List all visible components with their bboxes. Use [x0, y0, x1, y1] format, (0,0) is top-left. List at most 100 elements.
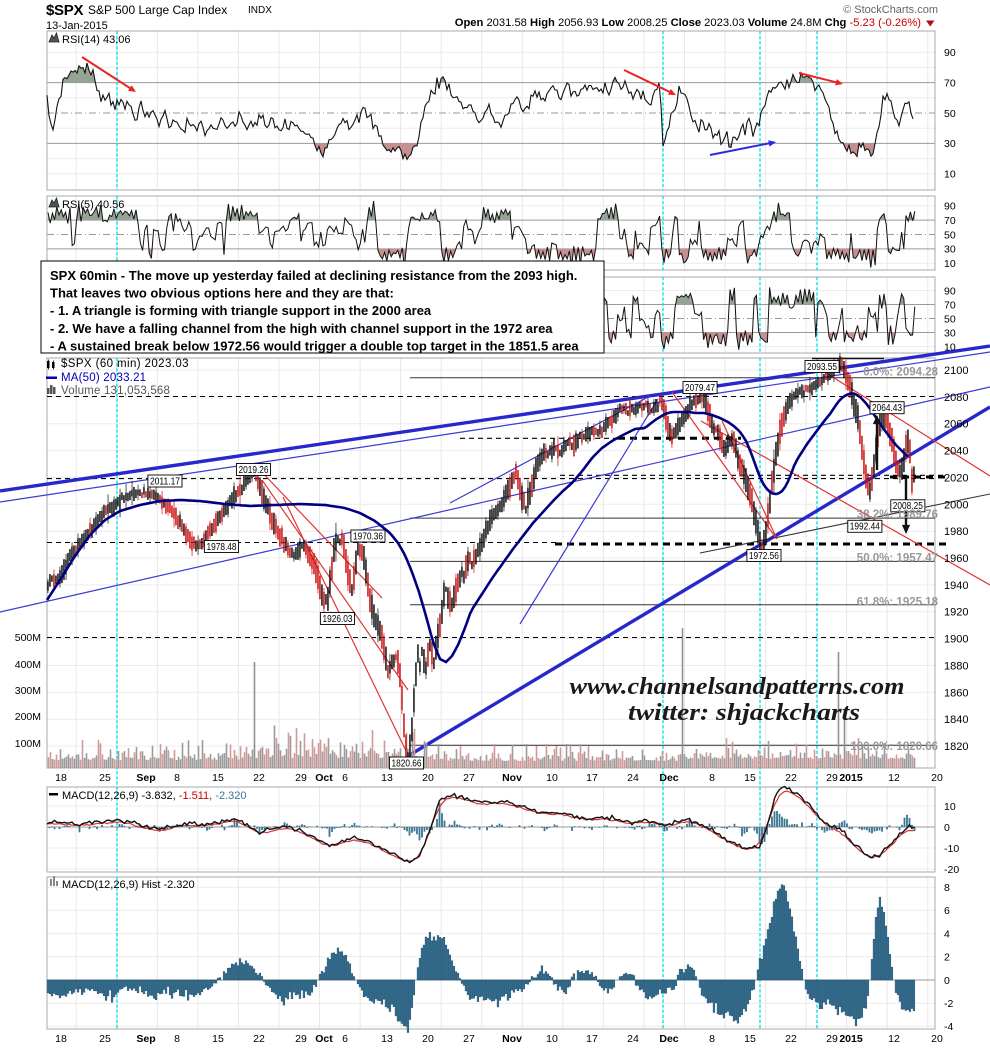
svg-text:- A sustained break below 1972: - A sustained break below 1972.56 would … — [50, 338, 579, 353]
svg-text:300M: 300M — [15, 685, 41, 697]
svg-text:Nov: Nov — [502, 1033, 522, 1045]
svg-text:13: 13 — [381, 1033, 393, 1045]
svg-text:1820: 1820 — [944, 741, 968, 753]
svg-text:1960: 1960 — [944, 553, 968, 565]
svg-text:25: 25 — [99, 1033, 111, 1045]
svg-text:-2: -2 — [944, 998, 953, 1010]
svg-text:22: 22 — [253, 772, 265, 784]
svg-text:1920: 1920 — [944, 607, 968, 619]
svg-text:1860: 1860 — [944, 687, 968, 699]
svg-text:8: 8 — [174, 772, 180, 784]
svg-text:1992.44: 1992.44 — [850, 522, 880, 533]
svg-text:$SPX: $SPX — [46, 2, 83, 19]
svg-text:Oct: Oct — [315, 772, 333, 784]
svg-text:70: 70 — [944, 77, 956, 89]
svg-text:1978.48: 1978.48 — [206, 542, 236, 553]
svg-text:2080: 2080 — [944, 392, 968, 404]
svg-text:© StockCharts.com: © StockCharts.com — [843, 4, 938, 16]
svg-text:10: 10 — [944, 169, 956, 181]
svg-text:27: 27 — [463, 1033, 475, 1045]
svg-text:17: 17 — [586, 1033, 598, 1045]
svg-text:30: 30 — [944, 244, 956, 256]
svg-text:12: 12 — [888, 772, 900, 784]
svg-text:500M: 500M — [15, 632, 41, 644]
svg-text:Nov: Nov — [502, 772, 522, 784]
svg-text:29: 29 — [826, 772, 838, 784]
svg-text:29: 29 — [295, 1033, 307, 1045]
svg-text:1840: 1840 — [944, 714, 968, 726]
svg-text:38.2%: 1989.76: 38.2%: 1989.76 — [857, 509, 938, 521]
svg-text:20: 20 — [422, 772, 434, 784]
svg-text:30: 30 — [944, 327, 956, 339]
svg-text:8: 8 — [174, 1033, 180, 1045]
svg-text:Oct: Oct — [315, 1033, 333, 1045]
svg-text:10: 10 — [944, 341, 956, 353]
svg-text:INDX: INDX — [248, 5, 272, 16]
svg-text:12: 12 — [888, 1033, 900, 1045]
svg-text:8: 8 — [944, 882, 950, 894]
svg-text:MA(50) 2033.21: MA(50) 2033.21 — [61, 372, 146, 384]
svg-text:8: 8 — [709, 1033, 715, 1045]
svg-text:6: 6 — [342, 772, 348, 784]
svg-text:15: 15 — [212, 772, 224, 784]
svg-text:MACD(12,26,9) -3.832, -1.511,: MACD(12,26,9) -3.832, -1.511, -2.320 — [62, 790, 247, 802]
svg-text:18: 18 — [55, 772, 67, 784]
svg-text:1970.36: 1970.36 — [353, 531, 383, 542]
svg-text:Dec: Dec — [659, 1033, 678, 1045]
svg-text:Sep: Sep — [136, 772, 155, 784]
svg-text:2040: 2040 — [944, 446, 968, 458]
svg-text:2064.43: 2064.43 — [872, 403, 902, 414]
svg-text:2079.47: 2079.47 — [685, 383, 715, 394]
svg-text:1926.03: 1926.03 — [322, 614, 352, 625]
svg-text:1972.56: 1972.56 — [749, 551, 779, 562]
svg-text:Open 2031.58 High 2056.93 Low: Open 2031.58 High 2056.93 Low 2008.25 Cl… — [455, 17, 922, 29]
svg-text:0: 0 — [944, 975, 950, 987]
svg-text:100M: 100M — [15, 738, 41, 750]
svg-text:4: 4 — [944, 928, 950, 940]
svg-text:SPX 60min - The move up yester: SPX 60min - The move up yesterday failed… — [50, 268, 577, 283]
svg-text:www.channelsandpatterns.com: www.channelsandpatterns.com — [570, 674, 905, 700]
svg-text:17: 17 — [586, 772, 598, 784]
svg-text:- 1. A triangle is forming wit: - 1. A triangle is forming with triangle… — [50, 303, 432, 318]
svg-text:-20: -20 — [944, 864, 959, 876]
svg-text:Sep: Sep — [136, 1033, 155, 1045]
svg-text:2093.55: 2093.55 — [807, 362, 837, 373]
svg-text:22: 22 — [253, 1033, 265, 1045]
svg-text:15: 15 — [212, 1033, 224, 1045]
svg-text:That leaves two obvious option: That leaves two obvious options here and… — [50, 286, 394, 301]
svg-text:50.0%: 1957.47: 50.0%: 1957.47 — [857, 553, 938, 565]
svg-text:0.0%: 2094.28: 0.0%: 2094.28 — [863, 366, 938, 378]
svg-text:1900: 1900 — [944, 634, 968, 646]
svg-text:15: 15 — [744, 1033, 756, 1045]
svg-text:70: 70 — [944, 299, 956, 311]
svg-text:27: 27 — [463, 772, 475, 784]
svg-text:24: 24 — [627, 1033, 639, 1045]
svg-text:13-Jan-2015: 13-Jan-2015 — [46, 20, 108, 32]
svg-text:2019.26: 2019.26 — [238, 465, 268, 476]
svg-text:1880: 1880 — [944, 660, 968, 672]
svg-text:22: 22 — [785, 1033, 797, 1045]
svg-text:22: 22 — [785, 772, 797, 784]
svg-text:RSI(5) 40.56: RSI(5) 40.56 — [62, 199, 124, 211]
svg-text:S&P 500 Large Cap Index: S&P 500 Large Cap Index — [88, 3, 227, 17]
svg-text:30: 30 — [944, 138, 956, 150]
svg-text:Dec: Dec — [659, 772, 678, 784]
svg-text:90: 90 — [944, 201, 956, 213]
svg-text:0: 0 — [944, 822, 950, 834]
svg-text:61.8%: 1925.18: 61.8%: 1925.18 — [857, 597, 939, 609]
svg-text:6: 6 — [944, 905, 950, 917]
svg-text:200M: 200M — [15, 711, 41, 723]
svg-text:10: 10 — [944, 801, 956, 813]
svg-text:Volume 131,053,568: Volume 131,053,568 — [61, 385, 170, 397]
svg-text:2008.25: 2008.25 — [893, 501, 923, 512]
svg-text:$SPX (60 min) 2023.03: $SPX (60 min) 2023.03 — [61, 358, 189, 370]
svg-text:50: 50 — [944, 313, 956, 325]
svg-text:- 2. We have a falling channel: - 2. We have a falling channel from the … — [50, 321, 553, 336]
svg-text:1940: 1940 — [944, 580, 968, 592]
svg-text:50: 50 — [944, 108, 956, 120]
svg-text:29: 29 — [826, 1033, 838, 1045]
svg-text:6: 6 — [342, 1033, 348, 1045]
svg-text:twitter: shjackcharts: twitter: shjackcharts — [628, 700, 860, 726]
svg-text:100.0%: 1820.66: 100.0%: 1820.66 — [850, 741, 938, 753]
svg-text:400M: 400M — [15, 659, 41, 671]
